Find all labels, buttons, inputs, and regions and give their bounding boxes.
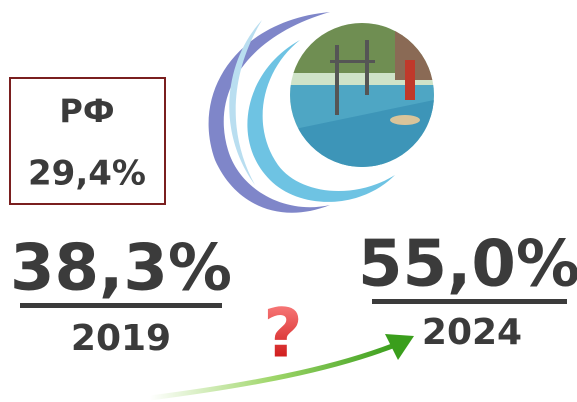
question-mark: ? xyxy=(263,295,302,374)
underline xyxy=(372,299,567,304)
playground-photo xyxy=(290,23,435,167)
rf-value: 29,4% xyxy=(28,154,146,194)
infographic: РФ 29,4% 38,3% 2019 55,0% 2024 ? xyxy=(0,0,577,402)
underline xyxy=(20,303,222,308)
page: РФ 29,4% 38,3% 2019 55,0% 2024 ? (() => … xyxy=(0,0,577,402)
value-2024: 55,0% xyxy=(358,228,577,302)
year-2019: 2019 xyxy=(71,318,171,359)
rf-label: РФ xyxy=(59,92,114,130)
year-2024: 2024 xyxy=(422,312,522,353)
value-2019: 38,3% xyxy=(10,232,232,306)
